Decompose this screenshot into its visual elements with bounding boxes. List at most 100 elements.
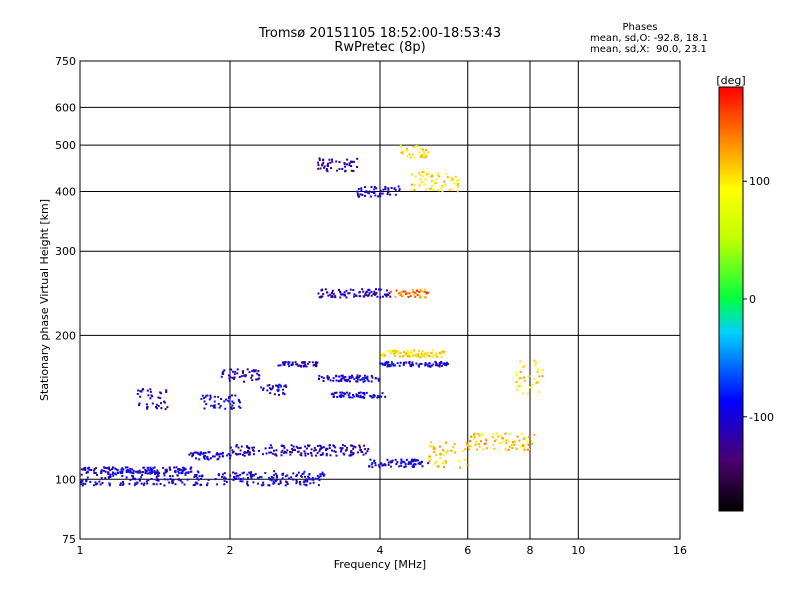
data-point (403, 461, 406, 464)
data-point (523, 444, 526, 447)
data-point (426, 351, 429, 354)
y-tick-label: 750 (55, 55, 76, 68)
data-point (300, 474, 303, 477)
data-point (493, 439, 496, 442)
data-point (425, 155, 428, 158)
data-point (249, 472, 252, 475)
data-point (234, 477, 237, 480)
data-point (85, 471, 88, 474)
data-point (231, 404, 234, 407)
data-point (399, 144, 402, 147)
x-tick-label: 10 (571, 544, 585, 557)
data-point (388, 292, 391, 295)
data-point (273, 470, 276, 473)
data-point (344, 169, 347, 172)
data-point (115, 473, 118, 476)
data-point (348, 375, 351, 378)
data-point (408, 153, 411, 156)
data-point (266, 389, 269, 392)
data-point (221, 475, 224, 478)
data-point (190, 466, 193, 469)
data-point (308, 476, 311, 479)
data-point (429, 365, 432, 368)
data-point (438, 445, 441, 448)
data-point (192, 453, 195, 456)
data-point (154, 473, 157, 476)
data-point (248, 446, 251, 449)
data-point (411, 350, 414, 353)
data-point (339, 291, 342, 294)
data-point (236, 368, 239, 371)
data-point (432, 363, 435, 366)
data-point (116, 469, 119, 472)
data-point (248, 453, 251, 456)
data-point (298, 480, 301, 483)
data-point (395, 350, 398, 353)
data-point (345, 289, 348, 292)
data-point (379, 362, 382, 365)
data-point (400, 460, 403, 463)
data-point (423, 183, 426, 186)
data-point (238, 376, 241, 379)
data-point (248, 451, 251, 454)
data-point (435, 351, 438, 354)
data-point (307, 452, 310, 455)
data-point (355, 380, 358, 383)
data-point (492, 433, 495, 436)
data-point (432, 450, 435, 453)
data-point (108, 482, 111, 485)
data-point (360, 450, 363, 453)
data-point (537, 381, 540, 384)
data-point (411, 183, 414, 186)
data-point (345, 163, 348, 166)
data-point (437, 364, 440, 367)
data-point (252, 474, 255, 477)
data-point (387, 463, 390, 466)
data-point (150, 472, 153, 475)
data-point (129, 471, 132, 474)
data-point (248, 471, 251, 474)
data-point (413, 463, 416, 466)
data-point (150, 394, 153, 397)
data-point (430, 184, 433, 187)
data-point (296, 446, 299, 449)
data-point (384, 293, 387, 296)
data-point (541, 368, 544, 371)
data-point (424, 364, 427, 367)
data-point (94, 481, 97, 484)
data-point (198, 458, 201, 461)
data-point (491, 436, 494, 439)
data-point (235, 475, 238, 478)
data-point (125, 476, 128, 479)
data-point (407, 463, 410, 466)
data-point (437, 189, 440, 192)
x-tick-label: 2 (227, 544, 234, 557)
data-point (274, 472, 277, 475)
data-point (519, 360, 522, 363)
data-point (271, 386, 274, 389)
colorbar-ticks: 100 0 -100 (743, 175, 774, 424)
colorbar-tick-label: 100 (749, 175, 770, 188)
data-point (238, 405, 241, 408)
data-point (152, 467, 155, 470)
data-point (431, 356, 434, 359)
x-tick-label: 16 (673, 544, 687, 557)
data-point (453, 451, 456, 454)
data-point (287, 361, 290, 364)
data-point (164, 408, 167, 411)
data-point (424, 355, 427, 358)
data-point (227, 453, 230, 456)
data-point (323, 165, 326, 168)
data-point (508, 433, 511, 436)
data-point (283, 450, 286, 453)
data-point (412, 465, 415, 468)
data-point (155, 471, 158, 474)
data-point (242, 477, 245, 480)
data-point (207, 451, 210, 454)
data-point (329, 161, 332, 164)
data-point (129, 469, 132, 472)
data-point (523, 437, 526, 440)
data-point (387, 461, 390, 464)
data-point (424, 178, 427, 181)
data-point (410, 173, 413, 176)
